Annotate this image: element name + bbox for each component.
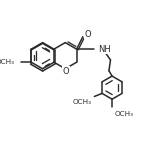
Text: OCH₃: OCH₃: [72, 99, 91, 105]
Text: OCH₃: OCH₃: [114, 111, 133, 117]
Text: NH: NH: [98, 45, 111, 54]
Text: O: O: [84, 30, 91, 39]
Text: OCH₃: OCH₃: [0, 59, 15, 65]
Text: O: O: [63, 67, 69, 76]
